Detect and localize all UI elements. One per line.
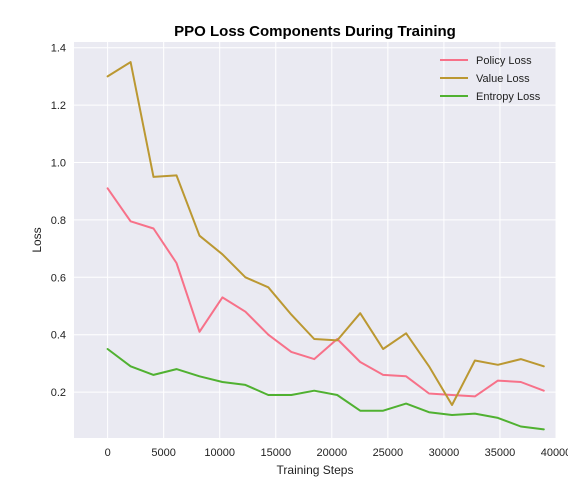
plot-area <box>74 42 556 438</box>
x-tick-labels: 0 5000 10000 15000 20000 25000 30000 35000 40000 <box>105 447 568 459</box>
x-tick-label: 10000 <box>204 447 235 459</box>
x-tick-label: 35000 <box>485 447 516 459</box>
x-tick-label: 20000 <box>317 447 348 459</box>
gridlines <box>74 42 557 438</box>
entropy-loss-legend-label: Entropy Loss <box>476 91 541 103</box>
policy-loss-legend-label: Policy Loss <box>476 55 532 67</box>
y-tick-label: 1.4 <box>51 43 66 55</box>
y-tick-label: 1.0 <box>51 158 66 170</box>
x-tick-label: 0 <box>105 447 111 459</box>
chart-title: PPO Loss Components During Training <box>174 23 456 40</box>
y-axis-label: Loss <box>30 227 44 252</box>
x-tick-label: 30000 <box>429 447 460 459</box>
series-lines <box>106 61 545 431</box>
value-loss-legend-label: Value Loss <box>476 73 530 85</box>
y-tick-label: 0.6 <box>51 272 66 284</box>
value-loss-series-line <box>106 61 545 406</box>
y-tick-label: 0.8 <box>51 215 66 227</box>
entropy-loss-series-line <box>106 348 545 431</box>
y-tick-label: 0.2 <box>51 387 66 399</box>
y-tick-label: 1.2 <box>51 100 66 112</box>
y-tick-labels: 0.2 0.4 0.6 0.8 1.0 1.2 1.4 <box>51 43 66 399</box>
x-tick-label: 25000 <box>373 447 404 459</box>
y-tick-label: 0.4 <box>51 330 66 342</box>
x-axis-label: Training Steps <box>277 463 354 477</box>
x-tick-label: 15000 <box>260 447 291 459</box>
x-tick-label: 40000 <box>541 447 568 459</box>
legend: Policy Loss Value Loss Entropy Loss <box>440 55 541 103</box>
policy-loss-series-line <box>106 187 545 398</box>
x-tick-label: 5000 <box>151 447 175 459</box>
